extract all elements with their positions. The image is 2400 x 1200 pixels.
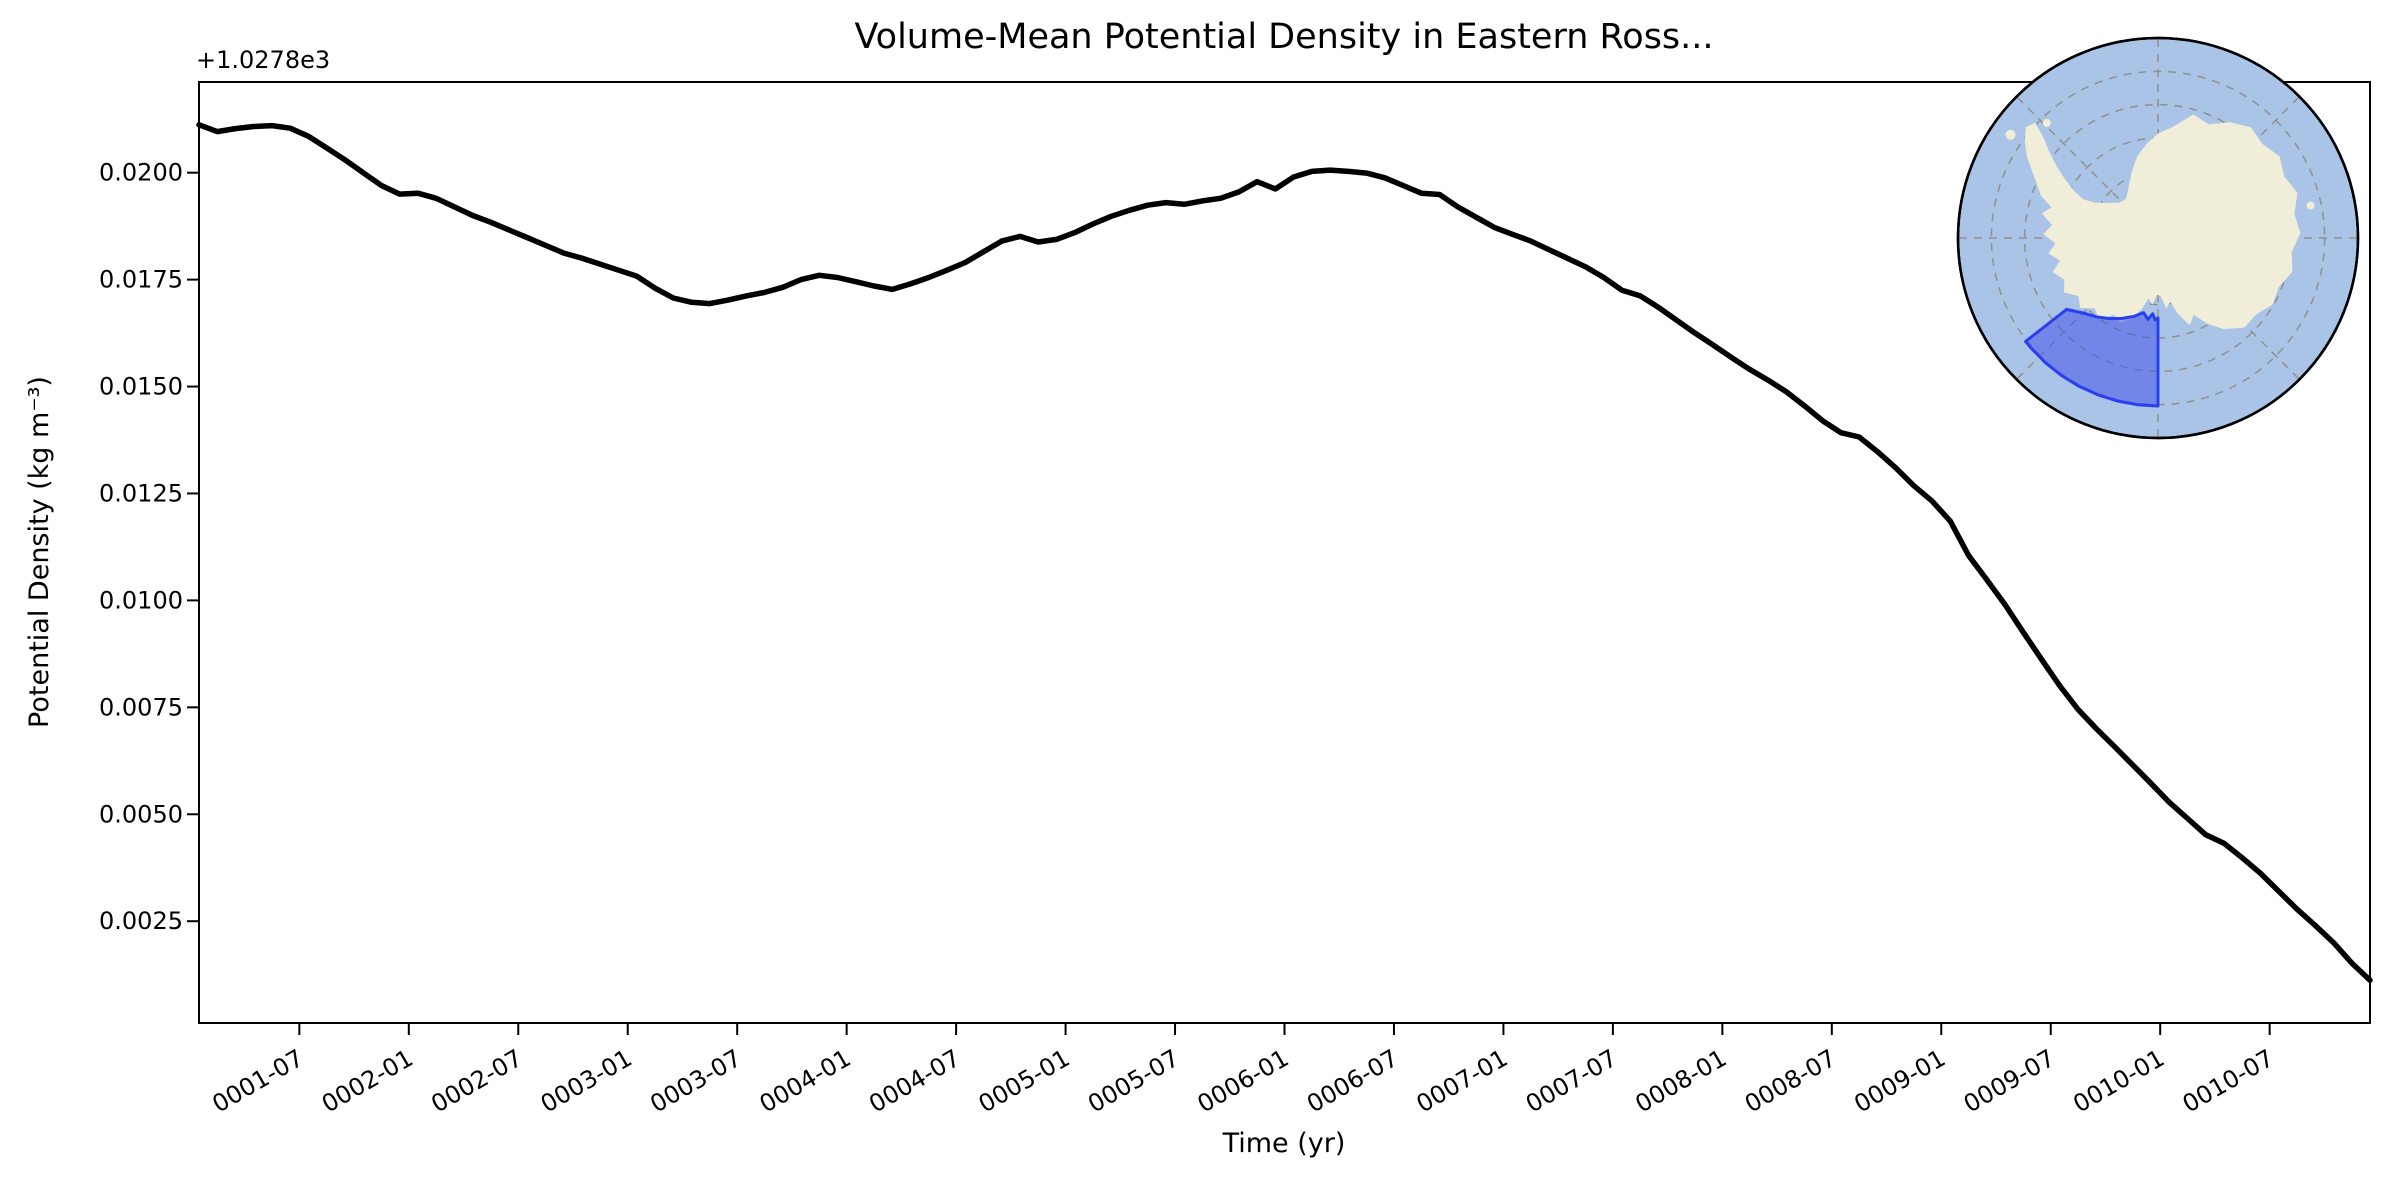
map-island: [2042, 118, 2051, 127]
x-tick-label: 0008-01: [1631, 1044, 1732, 1118]
y-tick-label: 0.0075: [99, 693, 183, 721]
x-tick-label: 0010-07: [2178, 1044, 2279, 1118]
x-tick-label: 0004-07: [864, 1044, 965, 1118]
y-tick-label: 0.0200: [99, 159, 183, 187]
x-tick-label: 0003-07: [645, 1044, 746, 1118]
y-axis-label: Potential Density (kg m⁻³): [24, 376, 55, 728]
antarctica-inset-map: [1956, 36, 2360, 440]
x-tick-label: 0009-07: [1959, 1044, 2060, 1118]
x-tick-label: 0009-01: [1849, 1044, 1950, 1118]
x-tick-label: 0001-07: [207, 1044, 308, 1118]
y-tick-label: 0.0175: [99, 266, 183, 294]
x-tick-label: 0003-01: [536, 1044, 637, 1118]
map-border: [1956, 36, 2360, 440]
x-tick-label: 0002-07: [426, 1044, 527, 1118]
y-tick-label: 0.0125: [99, 479, 183, 507]
x-tick-label: 0008-07: [1740, 1044, 1841, 1118]
map-land-antarctica: [2024, 114, 2301, 330]
y-axis-offset-text: +1.0278e3: [196, 46, 330, 74]
x-tick-label: 0002-01: [317, 1044, 418, 1118]
map-island: [2005, 129, 2016, 140]
x-tick-label: 0007-07: [1521, 1044, 1622, 1118]
y-tick-label: 0.0150: [99, 373, 183, 401]
x-tick-label: 0006-01: [1193, 1044, 1294, 1118]
x-tick-label: 0004-01: [755, 1044, 856, 1118]
map-region-eastern-ross-sea: [2024, 307, 2160, 408]
x-tick-label: 0007-01: [1412, 1044, 1513, 1118]
map-island: [2306, 201, 2315, 210]
x-axis-label: Time (yr): [1222, 1128, 1346, 1159]
x-tick-label: 0005-01: [974, 1044, 1075, 1118]
x-tick-label: 0010-01: [2068, 1044, 2169, 1118]
y-tick-label: 0.0100: [99, 586, 183, 614]
chart-title: Volume-Mean Potential Density in Eastern…: [854, 17, 1713, 57]
x-tick-label: 0005-07: [1083, 1044, 1184, 1118]
x-tick-label: 0006-07: [1302, 1044, 1403, 1118]
y-tick-label: 0.0050: [99, 800, 183, 828]
density-line-series: [196, 122, 2373, 983]
y-tick-label: 0.0025: [99, 907, 183, 935]
x-axis-ticks: 0001-07 0002-01 0002-07 0003-01 0003-07 0004-…: [207, 1023, 2279, 1118]
y-axis-ticks: 0.0200 0.0175 0.0150 0.0125 0.0100 0.0075 0.00…: [99, 159, 199, 935]
